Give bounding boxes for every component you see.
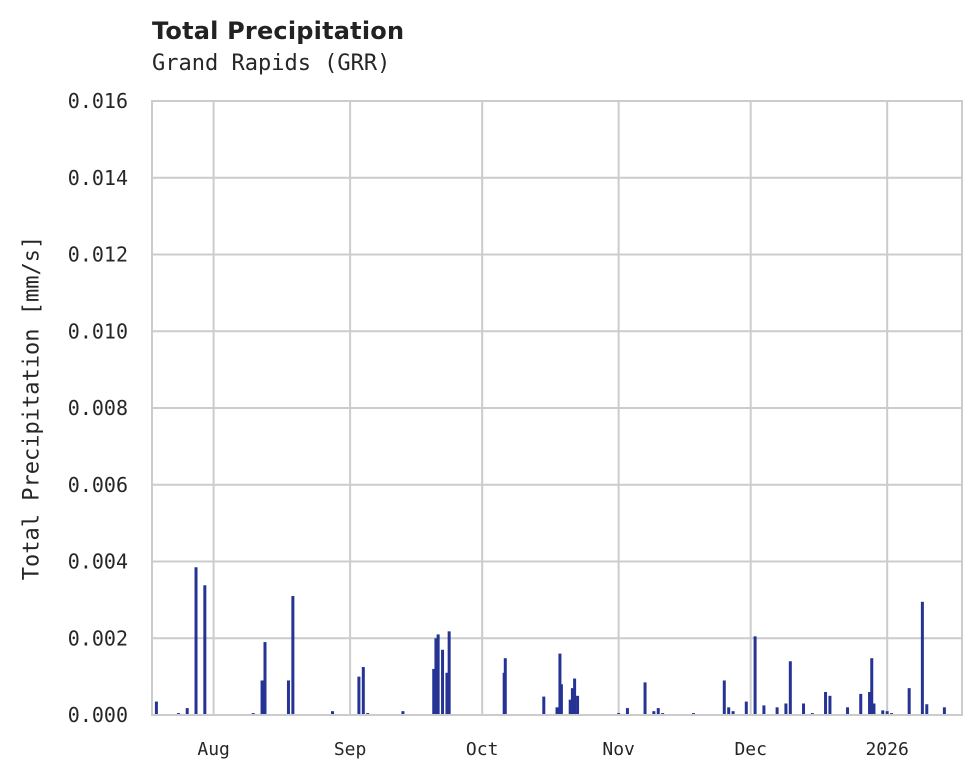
precip-bar [573, 678, 577, 715]
precip-bar [447, 631, 451, 715]
precip-bar [570, 688, 574, 715]
precip-bar [625, 708, 629, 715]
precip-bar [503, 658, 507, 715]
precip-bar [436, 634, 440, 715]
precip-bar [568, 699, 572, 715]
precip-bar [925, 704, 929, 715]
precip-bar [286, 680, 290, 715]
precip-bar [203, 585, 207, 715]
x-tick-label: Nov [602, 739, 635, 760]
precip-bar [881, 710, 885, 715]
x-tick-label: Sep [334, 739, 367, 760]
precip-bar [846, 707, 850, 715]
precip-bar [727, 707, 731, 715]
precip-bar [542, 696, 546, 715]
y-axis-ticks: 0.000 0.002 0.004 0.006 0.008 0.010 0.012 0.014… [68, 89, 128, 727]
bar-series [154, 567, 946, 715]
precip-bar [885, 711, 889, 715]
plot-frame [151, 100, 963, 716]
precip-bar [432, 668, 436, 715]
precip-bar [920, 601, 924, 715]
precip-bar [194, 567, 198, 715]
precip-bar [762, 705, 766, 715]
y-tick-label: 0.008 [68, 396, 128, 420]
precip-bar [802, 703, 806, 715]
y-tick-label: 0.010 [68, 319, 128, 343]
grid-lines [152, 100, 962, 716]
precip-bar [291, 596, 295, 715]
y-tick-label: 0.012 [68, 243, 128, 267]
precip-bar [788, 661, 792, 715]
precip-bar [576, 695, 580, 715]
precip-bar [260, 680, 264, 715]
precip-bar [154, 701, 158, 715]
precip-bar [643, 682, 647, 715]
y-tick-label: 0.016 [68, 89, 128, 113]
x-tick-label: Oct [466, 739, 499, 760]
precip-bar [868, 691, 872, 715]
precip-bar [656, 708, 660, 715]
precip-bar [907, 688, 911, 715]
precip-bar [784, 703, 788, 715]
precip-bar [828, 695, 832, 715]
y-tick-label: 0.004 [68, 550, 128, 574]
precip-bar [942, 707, 946, 715]
precip-bar [872, 703, 876, 715]
precip-bar [753, 636, 757, 715]
y-tick-label: 0.006 [68, 473, 128, 497]
precip-bar [722, 680, 726, 715]
precip-bar [555, 707, 559, 715]
chart-subtitle: Grand Rapids (GRR) [152, 51, 391, 76]
precip-bar [859, 693, 863, 715]
y-tick-label: 0.014 [68, 166, 128, 190]
precip-bar [263, 642, 267, 715]
chart-title: Total Precipitation [152, 17, 405, 45]
precip-bar [185, 708, 189, 715]
precip-bar [870, 658, 874, 715]
y-tick-label: 0.002 [68, 626, 128, 650]
precip-bar [434, 638, 438, 715]
precip-bar [357, 676, 361, 715]
x-tick-label: Dec [734, 739, 767, 760]
x-tick-label: Aug [197, 739, 230, 760]
precip-bar [559, 684, 563, 715]
y-tick-label: 0.000 [68, 703, 128, 727]
precip-bar [731, 711, 735, 715]
precip-bar [824, 691, 828, 715]
precip-bar [775, 707, 779, 715]
precip-bar [652, 711, 656, 715]
precip-bar [401, 711, 405, 715]
precip-bar [441, 649, 445, 715]
precip-bar [445, 672, 449, 715]
precip-bar [361, 667, 365, 715]
precip-bar [330, 711, 334, 715]
x-tick-label: 2026 [865, 739, 908, 760]
x-axis-ticks: Aug Sep Oct Nov Dec 2026 [197, 739, 908, 760]
precip-bar [744, 701, 748, 715]
